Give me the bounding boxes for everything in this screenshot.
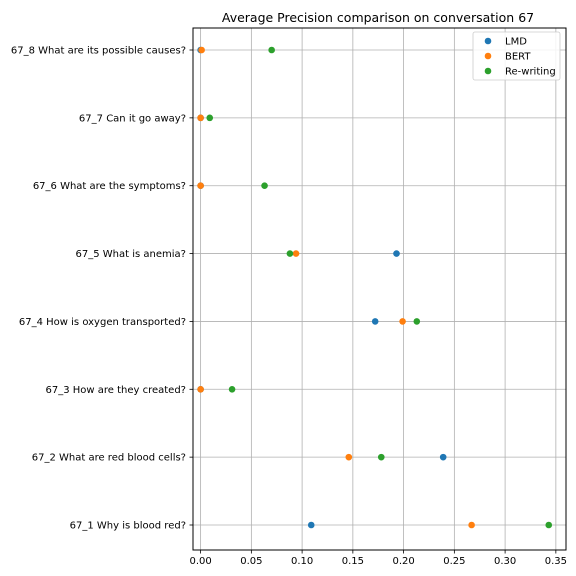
point-bert bbox=[198, 46, 205, 54]
x-tick-label: 0.30 bbox=[494, 556, 516, 567]
x-tick-label: 0.25 bbox=[443, 556, 465, 567]
legend-box bbox=[472, 31, 561, 81]
x-tick-label: 0.15 bbox=[342, 556, 364, 567]
plot-frame bbox=[192, 27, 567, 551]
point-re-writing bbox=[228, 385, 236, 393]
point-bert bbox=[197, 114, 204, 122]
point-lmd bbox=[393, 250, 400, 257]
x-tick-label: 0.35 bbox=[545, 556, 567, 567]
point-bert bbox=[292, 250, 300, 257]
point-re-writing bbox=[545, 521, 553, 529]
legend: LMD BERT Re-writing bbox=[472, 31, 561, 81]
grid bbox=[193, 28, 566, 550]
legend-label: Re-writing bbox=[505, 67, 556, 78]
point-re-writing bbox=[261, 182, 268, 190]
data-points bbox=[197, 46, 553, 529]
point-lmd bbox=[371, 318, 379, 325]
point-re-writing bbox=[413, 318, 421, 325]
y-tick-label: 67_4 How is oxygen transported? bbox=[19, 317, 186, 328]
point-bert bbox=[345, 453, 353, 461]
point-lmd bbox=[307, 521, 315, 529]
point-re-writing bbox=[268, 46, 275, 54]
point-bert bbox=[197, 182, 204, 190]
legend-label: LMD bbox=[505, 37, 527, 48]
point-bert bbox=[399, 318, 406, 325]
x-tick-label: 0.20 bbox=[392, 556, 414, 567]
point-re-writing bbox=[286, 250, 294, 257]
point-re-writing bbox=[377, 453, 385, 461]
y-tick-label: 67_2 What are red blood cells? bbox=[32, 453, 186, 464]
point-lmd bbox=[439, 453, 447, 461]
x-tick-label: 0.05 bbox=[240, 556, 262, 567]
x-tick-label: 0.10 bbox=[291, 556, 313, 567]
y-tick-label: 67_8 What are its possible causes? bbox=[11, 46, 186, 57]
y-tick-label: 67_7 Can it go away? bbox=[79, 113, 186, 124]
point-re-writing bbox=[206, 114, 214, 122]
chart-title: Average Precision comparison on conversa… bbox=[222, 10, 534, 25]
y-tick-label: 67_3 How are they created? bbox=[45, 385, 186, 396]
y-tick-label: 67_5 What is anemia? bbox=[76, 249, 186, 260]
x-tick-label: 0.00 bbox=[189, 556, 211, 567]
legend-label: BERT bbox=[505, 52, 531, 63]
legend-marker bbox=[484, 67, 492, 75]
point-bert bbox=[197, 385, 204, 393]
legend-marker bbox=[484, 37, 492, 45]
y-tick-label: 67_1 Why is blood red? bbox=[70, 521, 186, 532]
point-bert bbox=[468, 521, 475, 529]
axis-ticks: 0.00 0.05 0.10 0.15 0.20 0.25 0.30 0.35 67_1 Why… bbox=[11, 46, 567, 568]
legend-marker bbox=[484, 52, 492, 60]
y-tick-label: 67_6 What are the symptoms? bbox=[33, 181, 186, 192]
